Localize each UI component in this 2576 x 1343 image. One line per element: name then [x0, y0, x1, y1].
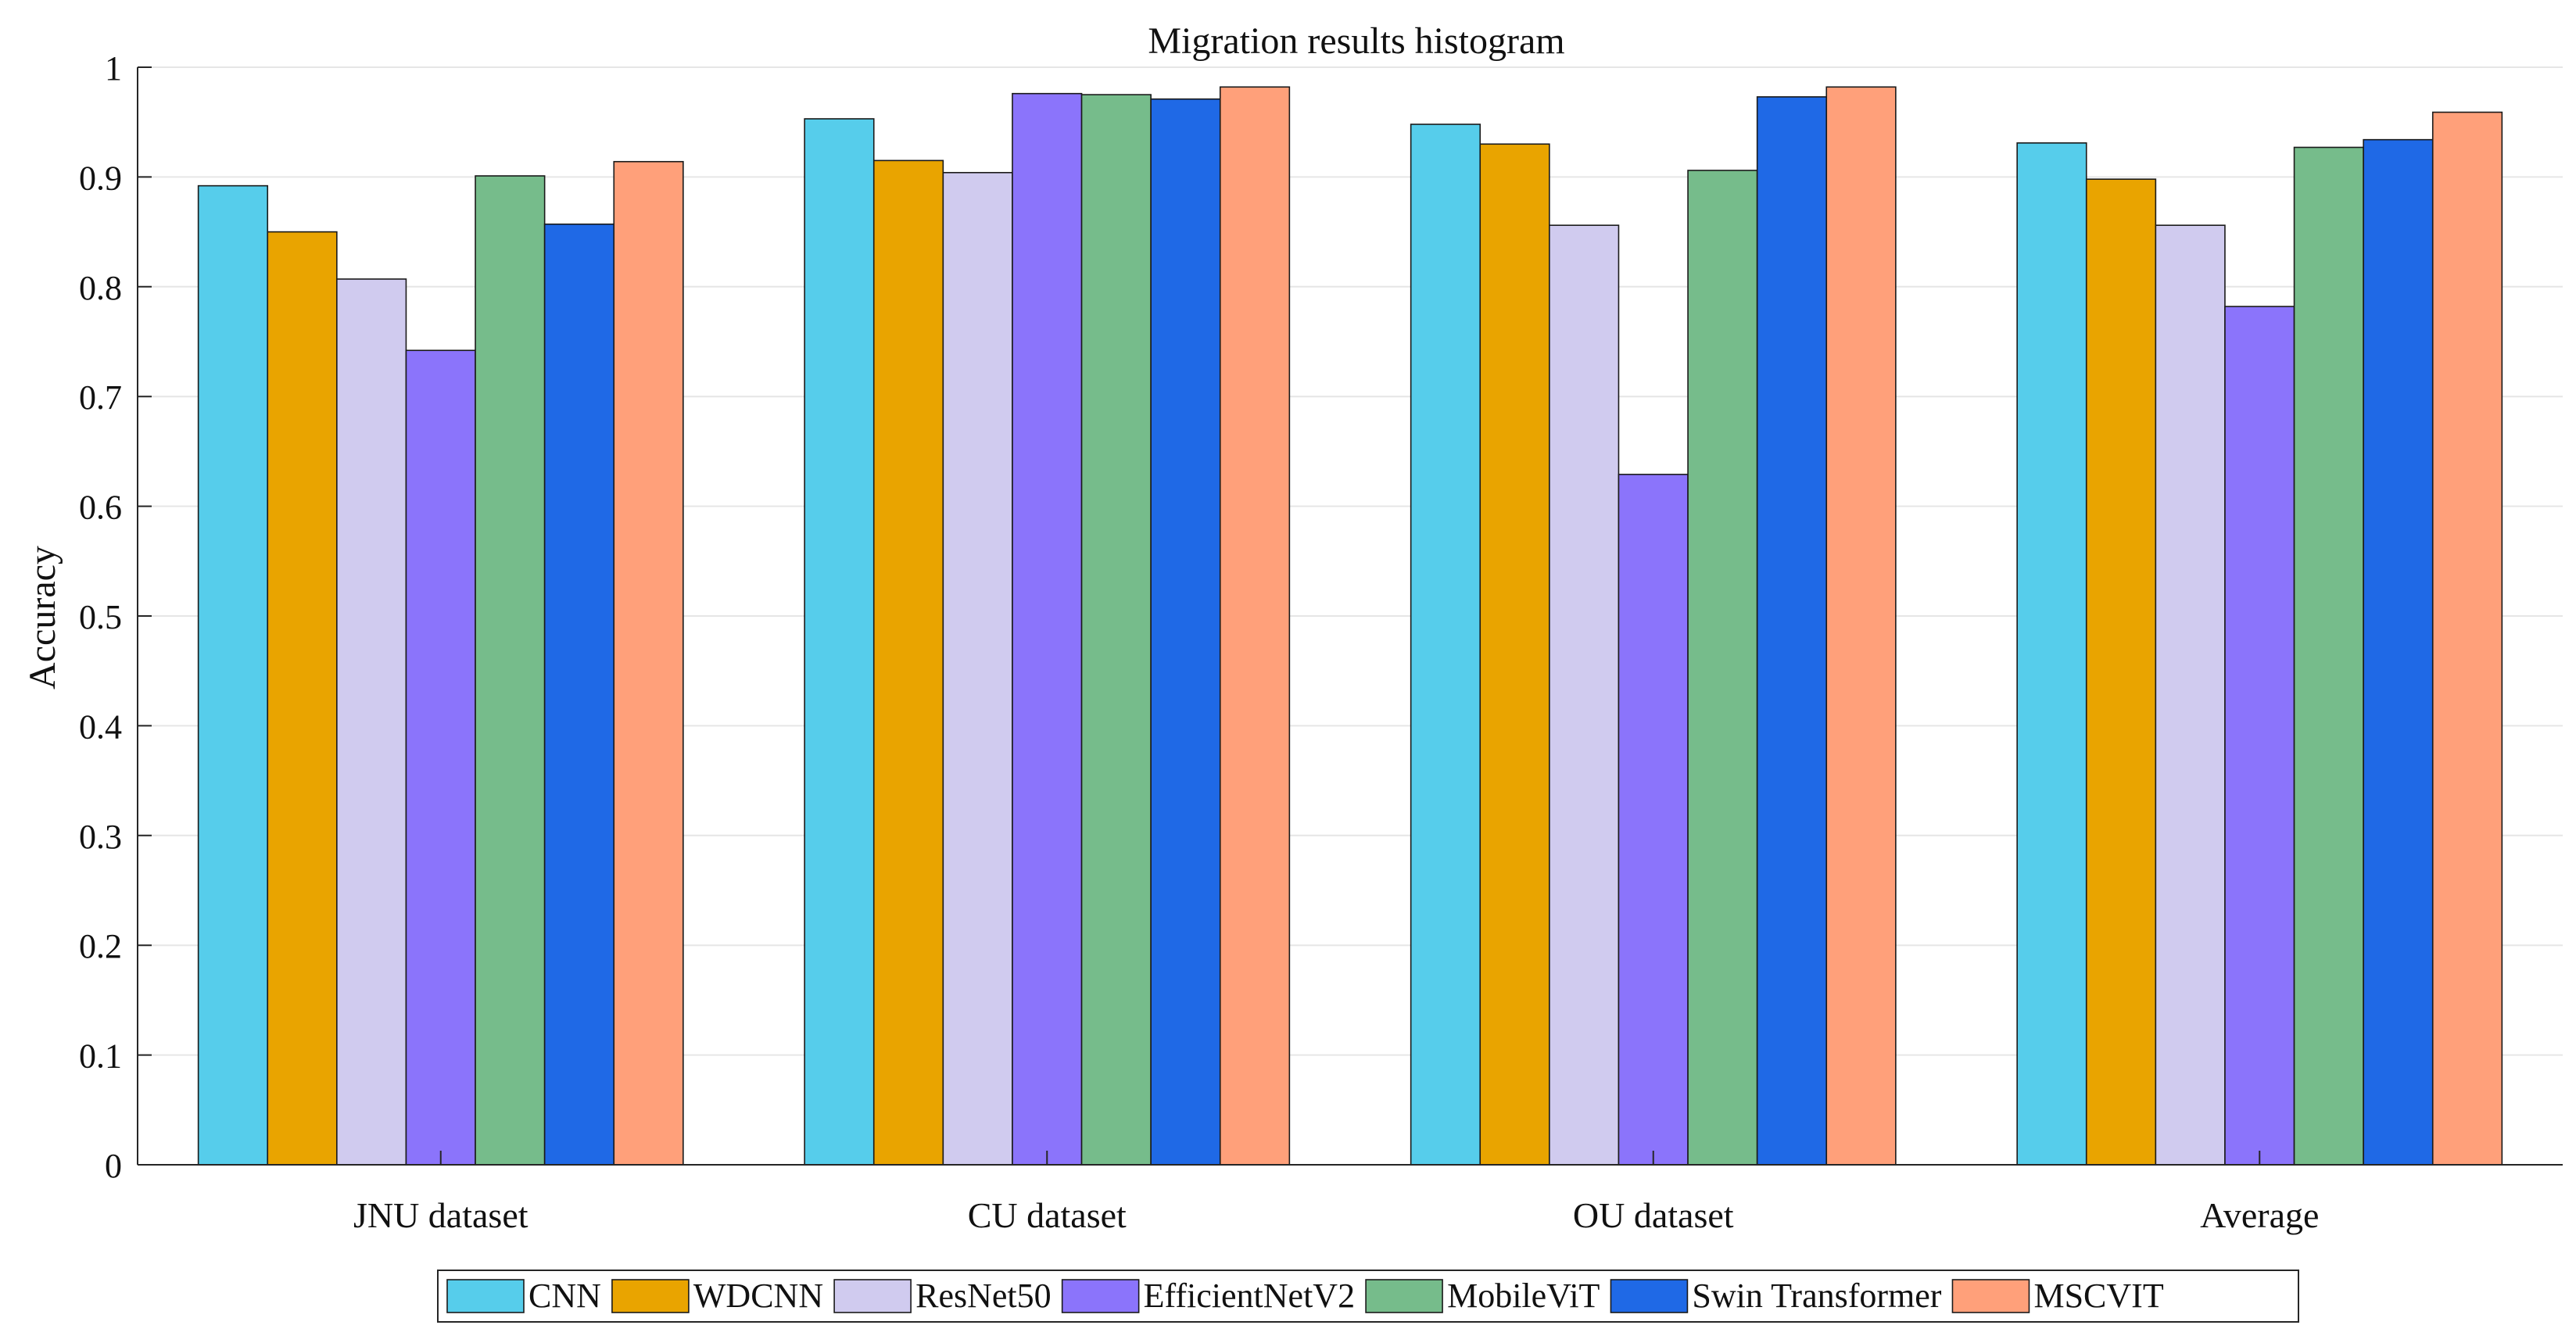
bar-swin-transformer [543, 223, 615, 1166]
y-tick-label: 0.6 [79, 489, 122, 527]
bar-efficientnetv2 [2224, 306, 2295, 1166]
bar-resnet50 [942, 171, 1013, 1166]
bar-efficientnetv2 [405, 349, 476, 1166]
bar-efficientnetv2 [1618, 474, 1689, 1166]
x-tick-label: JNU dataset [353, 1195, 528, 1235]
y-tick-label: 0.7 [79, 378, 122, 417]
y-tick-label: 0.8 [79, 269, 122, 307]
bar-mscvit [2431, 111, 2503, 1166]
bar-cnn [2016, 142, 2087, 1166]
bar-swin-transformer [2363, 138, 2434, 1166]
y-tick-label: 0 [105, 1147, 122, 1185]
legend-swatch [446, 1279, 525, 1313]
bar-mscvit [613, 160, 684, 1166]
bar-mobilevit [1080, 94, 1152, 1166]
bar-cnn [804, 118, 875, 1166]
bar-swin-transformer [1756, 96, 1828, 1166]
axes: 0 0.1 0.2 0.3 0.4 0.5 0.6 0.7 0.8 0.9 1 JNU dataset… [79, 49, 2563, 1235]
y-axis-label: Accuracy [22, 546, 63, 689]
y-tick-label: 0.1 [79, 1037, 122, 1076]
legend-item: WDCNN [611, 1277, 823, 1315]
y-tick-label: 0.5 [79, 598, 122, 636]
bar-resnet50 [336, 278, 407, 1166]
legend-item: EfficientNetV2 [1061, 1277, 1355, 1315]
legend-item: MobileViT [1365, 1277, 1600, 1315]
bar-efficientnetv2 [1012, 92, 1083, 1166]
legend-label: MSCVIT [2033, 1277, 2163, 1315]
legend-label: ResNet50 [915, 1277, 1052, 1315]
legend-label: MobileViT [1447, 1277, 1600, 1315]
bar-wdcnn [1479, 143, 1550, 1166]
legend-swatch [1610, 1279, 1689, 1313]
legend-swatch [833, 1279, 912, 1313]
legend-swatch [1365, 1279, 1443, 1313]
legend-label: WDCNN [693, 1277, 823, 1315]
legend-swatch [1951, 1279, 2030, 1313]
bar-mscvit [1219, 86, 1291, 1166]
bar-wdcnn [872, 159, 944, 1166]
bar-swin-transformer [1150, 98, 1221, 1166]
y-tick-label: 0.3 [79, 818, 122, 856]
bar-wdcnn [267, 231, 338, 1166]
bar-mobilevit [2293, 146, 2364, 1166]
x-tick-label: CU dataset [968, 1195, 1127, 1235]
legend-item: ResNet50 [833, 1277, 1052, 1315]
bar-wdcnn [2085, 178, 2157, 1166]
legend-label: Swin Transformer [1692, 1277, 1941, 1315]
legend: CNN WDCNN ResNet50 EfficientNetV2 MobileViT S… [437, 1270, 2299, 1323]
bar-resnet50 [2155, 224, 2226, 1166]
y-tick-label: 0.4 [79, 707, 122, 746]
x-tick-label: OU dataset [1573, 1195, 1734, 1235]
legend-item: Swin Transformer [1610, 1277, 1942, 1315]
bars [197, 86, 2503, 1166]
bar-cnn [1410, 124, 1481, 1166]
legend-item: MSCVIT [1951, 1277, 2164, 1315]
bar-mobilevit [1687, 170, 1758, 1166]
legend-swatch [611, 1279, 690, 1313]
chart-title: Migration results histogram [1148, 20, 1564, 62]
bar-mscvit [1825, 86, 1897, 1166]
y-tick-label: 0.2 [79, 927, 122, 965]
bar-cnn [197, 184, 269, 1166]
x-tick-label: Average [2200, 1195, 2319, 1235]
legend-item: CNN [446, 1277, 601, 1315]
legend-label: CNN [528, 1277, 601, 1315]
legend-swatch [1061, 1279, 1140, 1313]
y-tick-label: 1 [105, 49, 122, 88]
legend-label: EfficientNetV2 [1144, 1277, 1355, 1315]
bar-mobilevit [475, 175, 546, 1166]
y-tick-label: 0.9 [79, 159, 122, 197]
bar-resnet50 [1549, 224, 1620, 1166]
